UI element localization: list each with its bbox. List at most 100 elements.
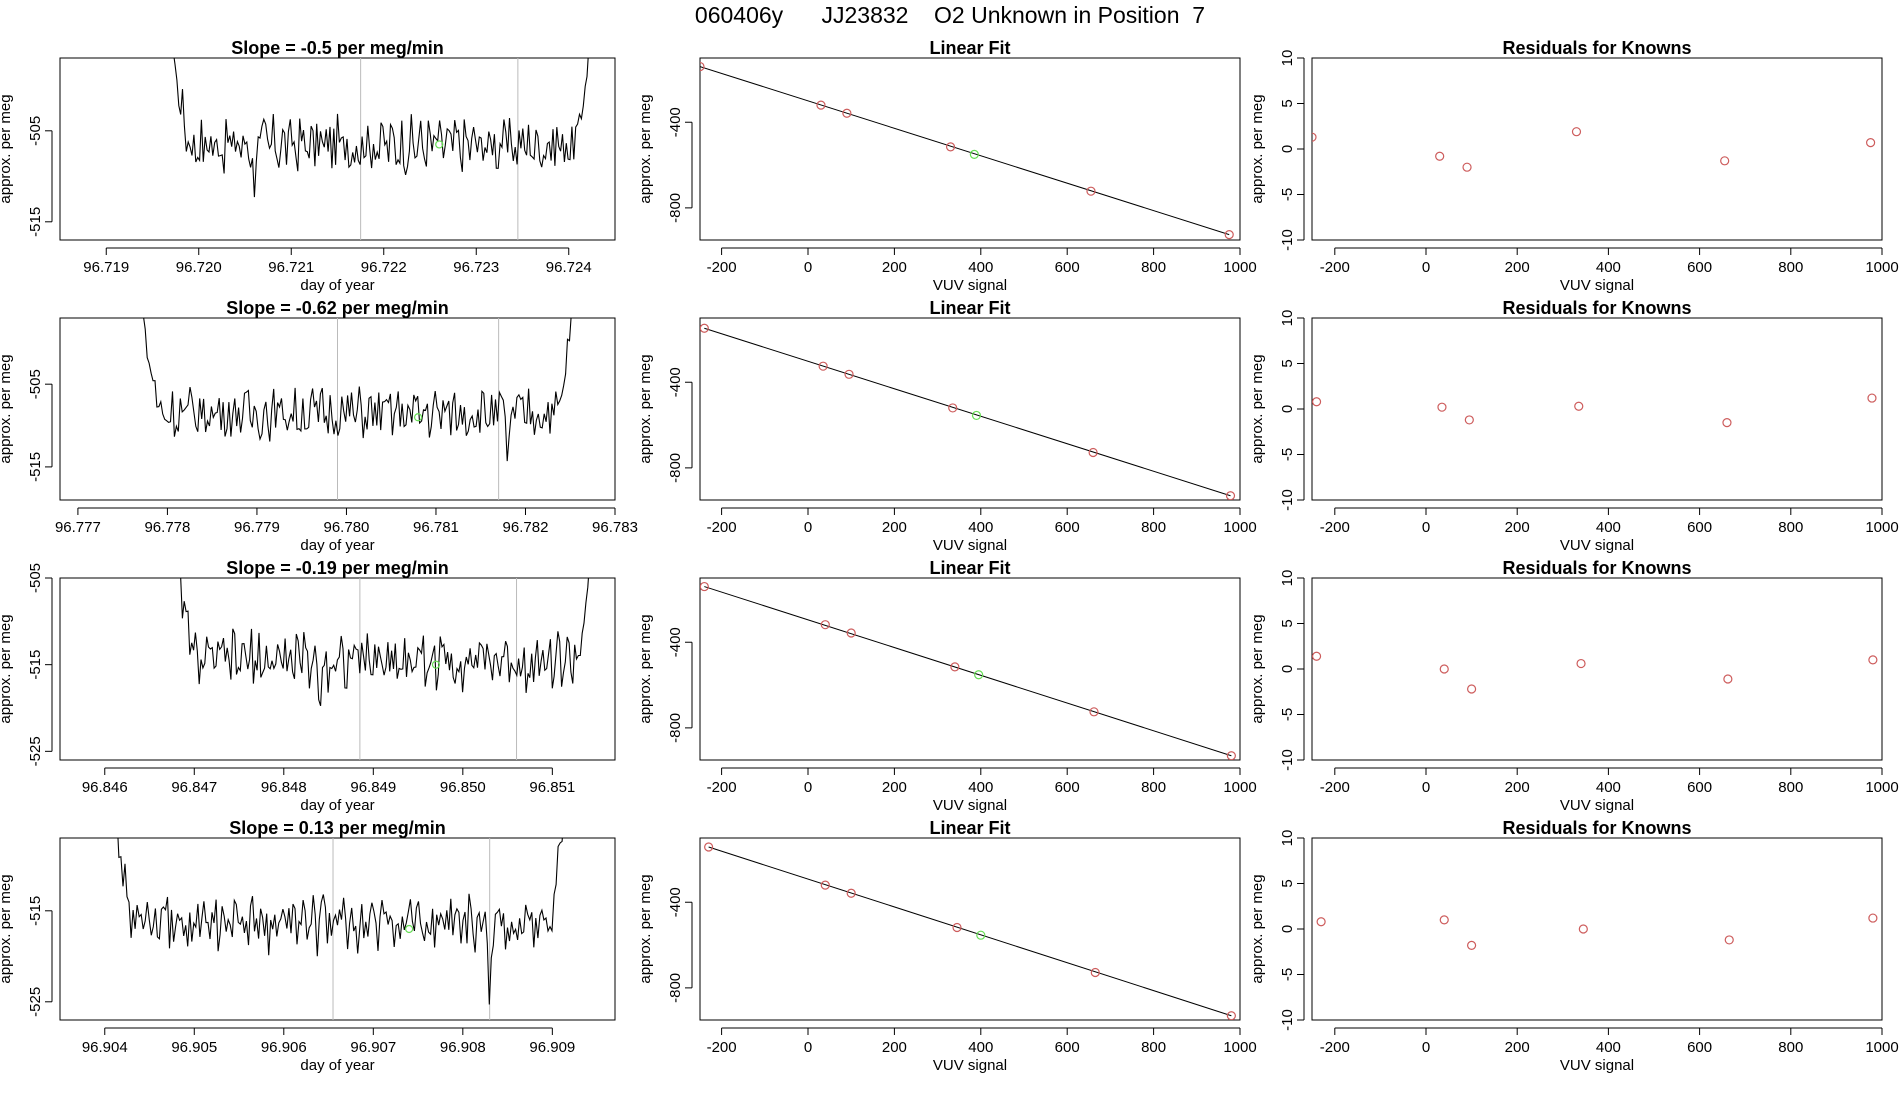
known-point <box>1224 230 1234 240</box>
y-axis-label: approx. per meg <box>637 94 654 203</box>
plot-frame <box>59 837 616 1021</box>
x-tick-label: -200 <box>707 1039 737 1056</box>
y-tick-label: 0 <box>1279 925 1296 933</box>
x-tick-label: 600 <box>1687 779 1712 796</box>
y-tick-label: -515 <box>27 650 44 680</box>
residual-point <box>1724 935 1734 945</box>
y-tick-label: 5 <box>1279 359 1296 367</box>
x-tick-label: 96.722 <box>361 259 407 276</box>
y-tick-label: 5 <box>1279 879 1296 887</box>
known-point <box>842 108 852 118</box>
residual-point <box>1865 138 1876 148</box>
x-axis-label: VUV signal <box>1560 1057 1634 1074</box>
plot-frame <box>699 577 1241 761</box>
known-point <box>816 100 826 110</box>
panel-3-1: Slope = -0.19 per meg/min 96.846 96.847 96.… <box>0 558 616 814</box>
residual-point <box>1578 924 1588 934</box>
y-tick-label: -515 <box>27 452 44 482</box>
residual-point <box>1312 132 1317 142</box>
x-axis-label: day of year <box>300 277 374 294</box>
known-point <box>1225 491 1236 500</box>
y-tick-label: -505 <box>27 563 44 593</box>
known-point <box>1086 186 1096 196</box>
residual-point <box>1571 127 1582 137</box>
y-axis-label: approx. per meg <box>1249 874 1266 983</box>
plot-frame <box>1311 317 1883 501</box>
x-axis-label: VUV signal <box>1560 277 1634 294</box>
y-tick-label: 10 <box>1279 830 1296 847</box>
panel-title: Slope = 0.13 per meg/min <box>229 818 446 838</box>
x-tick-label: -200 <box>707 779 737 796</box>
y-axis-label: approx. per meg <box>0 874 14 983</box>
data-trace <box>143 318 572 462</box>
y-tick-label: -5 <box>1279 448 1296 461</box>
y-tick-label: -800 <box>667 193 684 223</box>
x-tick-label: 200 <box>882 519 907 536</box>
y-tick-label: -5 <box>1279 968 1296 981</box>
y-tick-label: -800 <box>667 453 684 483</box>
y-axis-label: approx. per meg <box>1249 354 1266 463</box>
x-tick-label: 400 <box>1596 779 1621 796</box>
residual-point <box>1868 655 1878 665</box>
unknown-point <box>435 140 444 149</box>
y-axis-label: approx. per meg <box>0 94 14 203</box>
x-axis-label: VUV signal <box>933 277 1007 294</box>
x-tick-label: 800 <box>1778 779 1803 796</box>
x-tick-label: 200 <box>882 259 907 276</box>
x-tick-label: 0 <box>804 1039 812 1056</box>
known-point <box>948 403 958 413</box>
fit-line <box>700 66 1230 236</box>
x-tick-label: -200 <box>1320 1039 1350 1056</box>
x-tick-label: 400 <box>1596 519 1621 536</box>
panel-title: Linear Fit <box>929 298 1010 318</box>
panel-2-1: Slope = -0.62 per meg/min 96.777 96.778 96.… <box>0 298 638 554</box>
x-tick-label: 200 <box>1505 1039 1530 1056</box>
x-tick-label: 200 <box>1505 519 1530 536</box>
y-tick-label: -10 <box>1279 1009 1296 1031</box>
x-tick-label: 600 <box>1055 1039 1080 1056</box>
x-tick-label: 96.849 <box>350 779 396 796</box>
residual-point <box>1439 915 1449 925</box>
x-tick-label: -200 <box>1320 519 1350 536</box>
y-tick-label: -400 <box>667 107 684 137</box>
x-tick-label: 200 <box>882 1039 907 1056</box>
y-tick-label: -515 <box>27 207 44 237</box>
x-tick-label: 96.719 <box>83 259 129 276</box>
fit-line <box>708 846 1232 1017</box>
x-tick-label: 0 <box>804 519 812 536</box>
x-tick-label: 96.777 <box>55 519 101 536</box>
data-layer <box>704 842 1236 1020</box>
y-axis-label: approx. per meg <box>1249 614 1266 723</box>
y-tick-label: -10 <box>1279 749 1296 771</box>
residual-point <box>1312 397 1322 407</box>
panel-4-2: Linear Fit -200 0 200 400 600 800 1000 VUV signa… <box>637 818 1257 1074</box>
known-point <box>945 142 956 152</box>
plot-frame <box>1311 577 1883 761</box>
x-tick-label: 96.783 <box>592 519 638 536</box>
x-tick-label: 400 <box>968 1039 993 1056</box>
panel-2-2: Linear Fit -200 0 200 400 600 800 1000 VUV signa… <box>637 298 1257 554</box>
x-axis-label: day of year <box>300 537 374 554</box>
plot-frame <box>699 837 1241 1021</box>
data-trace <box>117 838 563 1005</box>
x-tick-label: 600 <box>1687 259 1712 276</box>
known-point <box>1088 447 1098 458</box>
x-tick-label: 96.908 <box>440 1039 486 1056</box>
fit-line <box>704 586 1232 757</box>
x-tick-label: 1000 <box>1223 779 1256 796</box>
x-tick-label: 96.720 <box>176 259 222 276</box>
residual-point <box>1576 658 1586 669</box>
unknown-point <box>413 413 423 422</box>
known-point <box>1089 707 1099 717</box>
panel-title: Residuals for Knowns <box>1502 298 1691 318</box>
known-point <box>846 888 856 898</box>
x-tick-label: 96.778 <box>144 519 190 536</box>
y-tick-label: 0 <box>1279 405 1296 413</box>
known-point <box>820 880 830 890</box>
x-tick-label: 96.723 <box>453 259 499 276</box>
y-axis-label: approx. per meg <box>0 614 14 723</box>
plot-frame <box>699 317 1241 501</box>
data-trace <box>173 58 589 198</box>
data-layer <box>1312 127 1876 172</box>
